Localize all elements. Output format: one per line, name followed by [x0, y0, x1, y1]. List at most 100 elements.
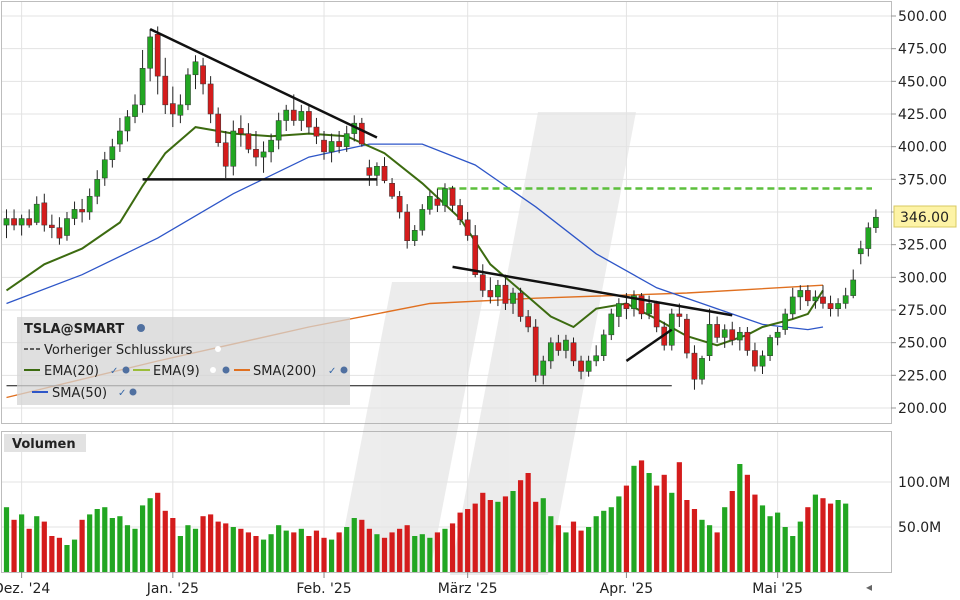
volume-bar	[109, 518, 115, 572]
visibility-dot-icon[interactable]	[210, 367, 216, 373]
scroll-arrow-icon[interactable]: ◂	[866, 580, 872, 594]
candle	[578, 355, 584, 380]
volume-bar	[155, 492, 161, 572]
volume-bars	[3, 460, 849, 572]
candle	[464, 212, 471, 241]
candle	[442, 183, 448, 212]
volume-bar	[737, 464, 743, 572]
candle	[427, 191, 433, 215]
candle	[721, 324, 728, 348]
volume-bar	[313, 530, 320, 572]
volume-bar	[646, 473, 652, 572]
volume-bar	[397, 528, 403, 572]
volume-bar	[767, 516, 773, 572]
candle	[593, 345, 600, 367]
volume-bar	[321, 537, 327, 572]
candle	[336, 130, 342, 154]
price-tick-label: 325.00	[898, 238, 947, 254]
volume-bar	[638, 460, 645, 572]
price-tick-label: 400.00	[898, 140, 947, 156]
legend-sma50: SMA(50)	[52, 386, 107, 401]
volume-bar	[684, 500, 690, 572]
candle	[404, 204, 411, 249]
candle	[653, 300, 660, 333]
candle	[767, 334, 773, 361]
candle	[638, 293, 645, 320]
volume-bar	[253, 536, 259, 572]
candle	[381, 157, 388, 184]
candle	[162, 57, 169, 114]
trendline	[625, 328, 673, 362]
volume-bar	[691, 509, 698, 572]
volume-bar	[533, 501, 539, 572]
checkmark-icon[interactable]: ✓	[118, 388, 126, 399]
volume-bar	[102, 507, 108, 572]
price-tick-label: 200.00	[898, 401, 947, 417]
checkmark-icon[interactable]: ✓	[110, 366, 118, 377]
candle	[275, 112, 282, 150]
volume-bar	[782, 527, 788, 572]
candle	[510, 287, 516, 314]
volume-bar	[449, 523, 456, 572]
volume-bar	[608, 507, 614, 572]
candle	[101, 151, 108, 186]
candle	[124, 110, 131, 142]
volume-bar	[631, 465, 637, 572]
trendline	[149, 27, 378, 139]
volume-bar	[457, 512, 463, 572]
symbol-info-icon[interactable]	[137, 324, 145, 332]
volume-bar	[661, 474, 667, 572]
volume-bar	[843, 503, 849, 572]
candle	[207, 76, 214, 124]
visibility-dot-icon[interactable]	[215, 346, 221, 352]
price-tick-label: 250.00	[898, 336, 947, 352]
candle	[540, 355, 547, 385]
candle	[253, 130, 259, 167]
volume-bar	[790, 536, 796, 572]
volume-bar	[775, 512, 781, 572]
volume-bar	[540, 498, 546, 572]
candle	[313, 117, 320, 145]
candle	[298, 104, 305, 131]
volume-bar	[812, 494, 819, 572]
candle	[706, 308, 713, 361]
volume-bar	[412, 536, 418, 572]
candle	[729, 321, 736, 346]
volume-bar	[41, 521, 47, 572]
volume-bar	[283, 530, 289, 572]
settings-dot-icon[interactable]	[340, 366, 348, 374]
candle	[600, 329, 607, 361]
volume-bar	[797, 521, 803, 572]
volume-bar	[759, 505, 766, 572]
candle	[684, 313, 690, 359]
candle	[3, 209, 10, 239]
candle	[805, 285, 811, 307]
volume-bar	[752, 494, 758, 572]
candle	[457, 198, 463, 226]
candle	[449, 185, 456, 212]
settings-dot-icon[interactable]	[222, 366, 230, 374]
volume-bar	[714, 532, 720, 572]
settings-dot-icon[interactable]	[129, 388, 137, 396]
candle	[33, 196, 40, 226]
volume-bar	[117, 516, 123, 572]
volume-bar	[487, 500, 493, 572]
candle	[56, 217, 63, 245]
candle	[502, 274, 509, 310]
candle	[283, 104, 290, 131]
candle	[479, 264, 486, 297]
legend-ema9: EMA(9)	[153, 364, 200, 379]
candle	[321, 130, 327, 160]
volume-bar	[170, 518, 176, 572]
volume-bar	[71, 539, 78, 572]
candle	[495, 279, 501, 307]
volume-bar	[291, 532, 297, 572]
candle	[699, 355, 705, 385]
candle	[41, 193, 48, 232]
candle	[366, 159, 373, 186]
settings-dot-icon[interactable]	[122, 366, 130, 374]
candle	[752, 342, 758, 372]
volume-bar	[139, 505, 146, 572]
checkmark-icon[interactable]: ✓	[328, 366, 336, 377]
